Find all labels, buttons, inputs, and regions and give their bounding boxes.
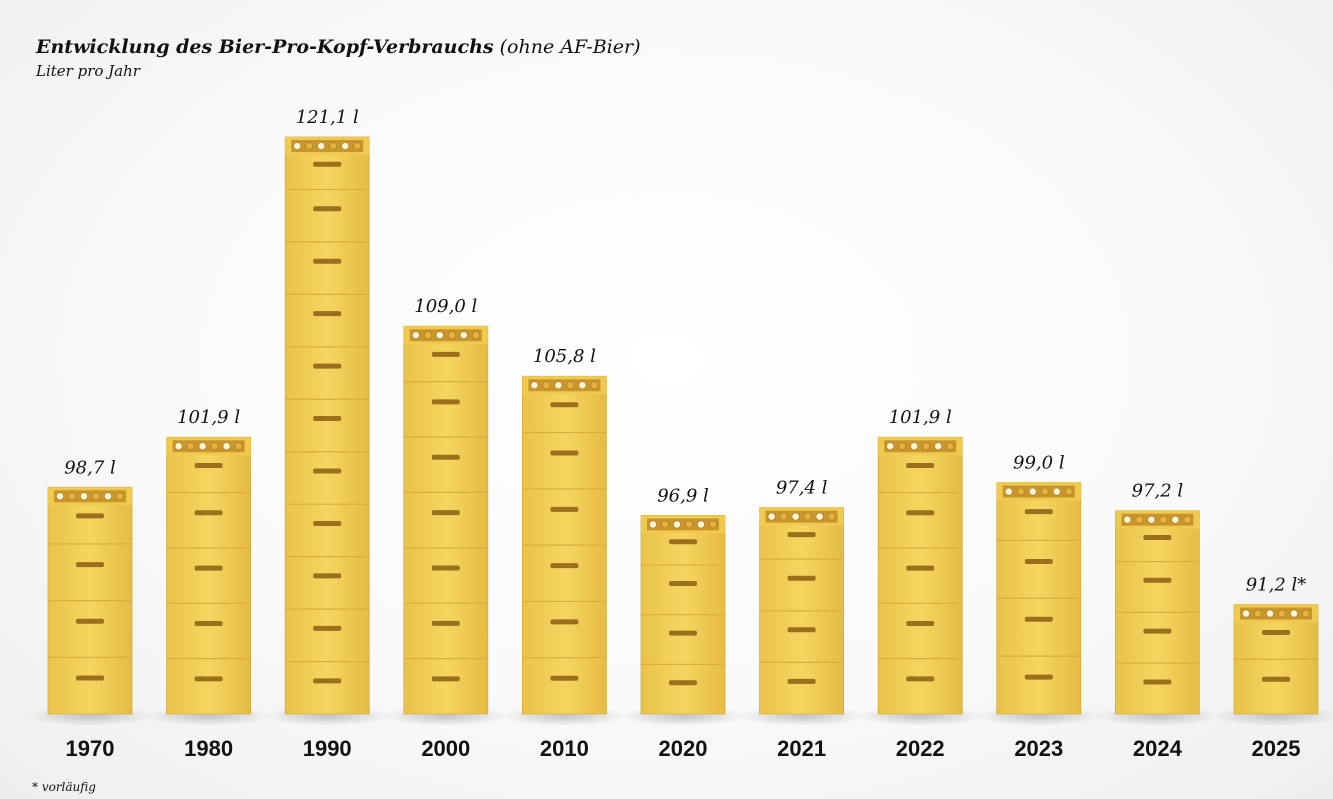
bar-2025	[1213, 604, 1333, 726]
data-label-2022: 101,9 l	[889, 407, 952, 428]
bar-1980	[145, 436, 272, 726]
data-label-2021: 97,4 l	[776, 478, 828, 499]
x-tick-2000: 2000	[421, 736, 470, 761]
chart-subtitle: Liter pro Jahr	[36, 62, 140, 80]
footnote: * vorläufig	[32, 780, 96, 794]
x-tick-1990: 1990	[303, 736, 352, 761]
bar-2020	[620, 515, 746, 726]
x-tick-2010: 2010	[540, 736, 589, 761]
chart-title-note: (ohne AF-Bier)	[499, 36, 641, 58]
data-label-1970: 98,7 l	[64, 457, 116, 478]
data-label-2020: 96,9 l	[657, 485, 709, 506]
data-label-2025: 91,2 l*	[1246, 575, 1307, 596]
chart-title: Entwicklung des Bier-Pro-Kopf-Verbrauchs…	[36, 36, 640, 58]
data-label-2000: 109,0 l	[414, 296, 477, 317]
x-tick-2022: 2022	[896, 736, 945, 761]
x-tick-1980: 1980	[184, 736, 233, 761]
x-tick-2021: 2021	[777, 736, 826, 761]
data-label-2024: 97,2 l	[1132, 481, 1184, 502]
x-tick-2025: 2025	[1252, 736, 1301, 761]
bar-2010	[501, 375, 628, 726]
data-label-1990: 121,1 l	[296, 107, 359, 128]
bar-2000	[382, 325, 509, 726]
x-tick-2020: 2020	[659, 736, 708, 761]
bar-2022	[857, 436, 984, 726]
bar-2024	[1094, 510, 1221, 726]
data-label-2023: 99,0 l	[1013, 453, 1065, 474]
bar-2023	[975, 482, 1102, 726]
bar-1990	[264, 136, 391, 726]
chart-title-main: Entwicklung des Bier-Pro-Kopf-Verbrauchs	[36, 36, 494, 58]
bar-1970	[27, 486, 153, 726]
x-tick-1970: 1970	[66, 736, 115, 761]
data-label-1980: 101,9 l	[177, 407, 240, 428]
bar-2021	[738, 507, 865, 726]
x-tick-2023: 2023	[1014, 736, 1063, 761]
x-tick-2024: 2024	[1133, 736, 1183, 761]
data-label-2010: 105,8 l	[533, 346, 596, 367]
